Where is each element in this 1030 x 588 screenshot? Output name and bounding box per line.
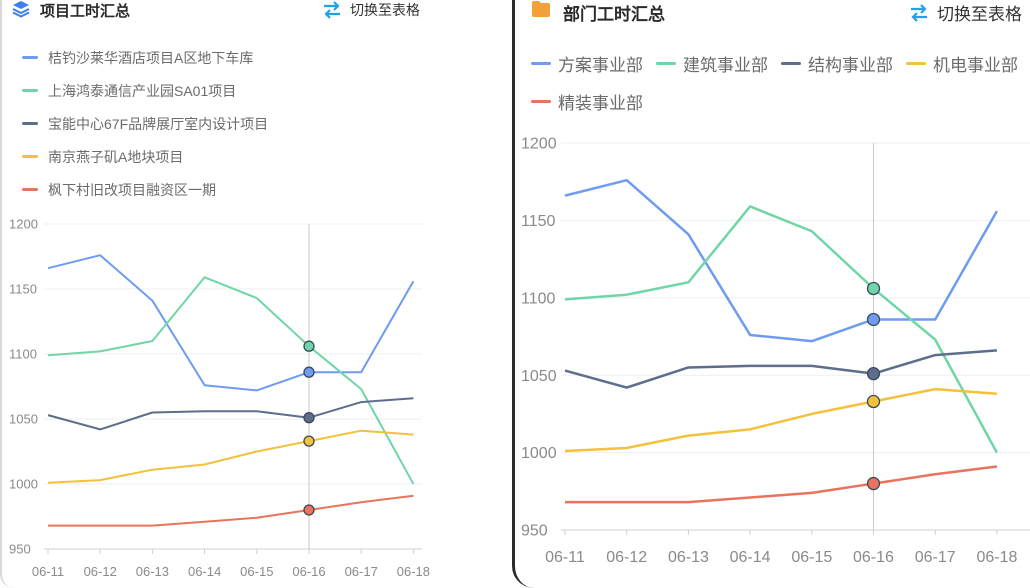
legend-swatch (531, 99, 551, 103)
panel-header: 项目工时汇总 切换至表格 (2, 0, 432, 24)
switch-to-table-label: 切换至表格 (937, 5, 1022, 24)
x-tick-label: 06-12 (84, 564, 117, 579)
panel-title: 部门工时汇总 (563, 5, 665, 24)
panel-header: 部门工时汇总 切换至表格 (515, 0, 1030, 24)
chart-legend: 桔钓沙莱华酒店项目A区地下车库 上海鸿泰通信产业园SA01项目 宝能中心67F品… (22, 41, 268, 206)
x-tick-label: 06-16 (853, 549, 894, 566)
y-tick-label: 1100 (521, 290, 556, 307)
legend-label: 枫下村旧改项目融资区一期 (48, 181, 216, 198)
x-tick-label: 06-14 (730, 549, 771, 566)
legend-item[interactable]: 枫下村旧改项目融资区一期 (22, 173, 268, 206)
legend-label: 精装事业部 (558, 93, 643, 113)
swap-arrows-icon (911, 3, 927, 22)
x-tick-label: 06-13 (136, 564, 169, 579)
hover-point (303, 435, 315, 447)
hover-point (866, 312, 881, 327)
switch-to-table-button[interactable]: 切换至表格 (909, 0, 1022, 25)
y-tick-label: 1200 (521, 136, 557, 153)
legend-item[interactable]: 建筑事业部 (656, 50, 768, 76)
legend-label: 桔钓沙莱华酒店项目A区地下车库 (48, 49, 254, 66)
series-line (564, 349, 997, 389)
legend-swatch (781, 61, 801, 65)
hover-point (866, 476, 881, 491)
x-tick-label: 06-13 (668, 549, 709, 566)
legend-item[interactable]: 方案事业部 (531, 50, 643, 76)
x-tick-label: 06-15 (240, 564, 273, 579)
department-hours-panel: 部门工时汇总 切换至表格 方案事业部 建筑事业部 结构事业部 (512, 0, 1030, 588)
legend-item[interactable]: 南京燕子矶A地块项目 (22, 140, 268, 173)
y-tick-label: 950 (521, 523, 548, 540)
legend-swatch (22, 188, 38, 191)
chart-legend: 方案事业部 建筑事业部 结构事业部 机电事业部 精装事业部 (531, 50, 1030, 114)
hover-point (303, 504, 315, 516)
x-tick-label: 06-18 (397, 564, 430, 579)
legend-item[interactable]: 桔钓沙莱华酒店项目A区地下车库 (22, 41, 268, 74)
series-line (47, 254, 415, 392)
legend-label: 南京燕子矶A地块项目 (48, 148, 184, 165)
legend-swatch (906, 61, 926, 65)
legend-swatch (22, 56, 38, 59)
series-line (564, 387, 997, 453)
legend-label: 建筑事业部 (683, 55, 768, 75)
legend-label: 机电事业部 (933, 55, 1018, 75)
legend-label: 宝能中心67F品牌展厅室内设计项目 (48, 115, 269, 132)
x-tick-label: 06-18 (976, 549, 1017, 566)
y-tick-label: 1050 (521, 368, 557, 385)
hover-point (866, 281, 881, 296)
series-line (47, 397, 414, 431)
x-tick-label: 06-12 (606, 549, 647, 566)
department-hours-line-chart[interactable]: 950 1000 1050 1100 1150 1200 06-11 06-12 06-13 06… (515, 0, 1030, 588)
x-tick-label: 06-11 (32, 564, 64, 579)
legend-item[interactable]: 上海鸿泰通信产业园SA01项目 (22, 74, 268, 107)
hover-point (866, 367, 881, 381)
series-line (564, 205, 998, 454)
series-line (48, 494, 414, 527)
y-tick-label: 1100 (9, 347, 37, 362)
x-tick-label: 06-16 (292, 564, 325, 579)
x-tick-label: 06-15 (791, 549, 832, 566)
y-tick-label: 950 (9, 542, 31, 557)
y-tick-label: 1200 (9, 217, 38, 232)
switch-to-table-button[interactable]: 切换至表格 (322, 0, 420, 20)
layers-icon (12, 1, 30, 18)
y-tick-label: 1050 (9, 412, 38, 427)
legend-label: 上海鸿泰通信产业园SA01项目 (48, 82, 237, 99)
switch-to-table-label: 切换至表格 (350, 2, 420, 18)
project-hours-line-chart[interactable]: 950 1000 1050 1100 1150 1200 06-11 06-12 06-13 06… (2, 0, 434, 588)
legend-item[interactable]: 精装事业部 (531, 88, 643, 114)
y-tick-label: 1150 (521, 213, 556, 230)
legend-item[interactable]: 宝能中心67F品牌展厅室内设计项目 (22, 107, 268, 140)
legend-swatch (22, 89, 38, 92)
panel-title: 项目工时汇总 (40, 3, 131, 20)
series-line (564, 178, 998, 343)
y-tick-label: 1000 (521, 445, 557, 462)
hover-point (303, 366, 315, 378)
x-tick-label: 06-11 (545, 549, 585, 566)
swap-arrows-icon (324, 1, 340, 19)
legend-swatch (22, 122, 38, 125)
x-tick-label: 06-14 (188, 564, 221, 579)
series-line (47, 276, 415, 485)
x-tick-label: 06-17 (915, 549, 956, 566)
folder-icon (532, 1, 550, 17)
legend-item[interactable]: 结构事业部 (781, 50, 893, 76)
legend-swatch (531, 61, 551, 65)
legend-swatch (656, 61, 676, 65)
series-line (47, 429, 414, 484)
legend-item[interactable]: 机电事业部 (906, 50, 1018, 76)
legend-label: 方案事业部 (558, 55, 643, 75)
project-hours-panel: 项目工时汇总 切换至表格 桔钓沙莱华酒店项目A区地下车库 上海鸿泰通信产业园SA… (0, 0, 432, 588)
hover-point (866, 394, 881, 409)
y-tick-label: 1000 (9, 477, 38, 492)
hover-point (303, 412, 315, 424)
series-line (565, 465, 998, 504)
hover-point (303, 340, 315, 352)
x-tick-label: 06-17 (345, 564, 378, 579)
y-tick-label: 1150 (9, 282, 37, 297)
legend-swatch (22, 155, 38, 158)
legend-label: 结构事业部 (808, 55, 893, 75)
